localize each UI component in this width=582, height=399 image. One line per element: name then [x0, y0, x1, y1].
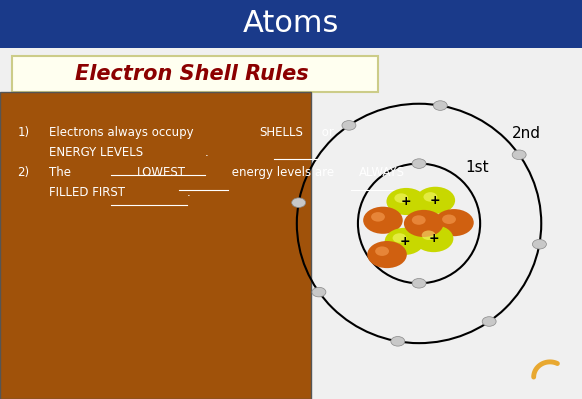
Text: The: The: [49, 166, 75, 179]
Circle shape: [393, 233, 406, 243]
Text: LOWEST: LOWEST: [137, 166, 186, 179]
Text: +: +: [399, 235, 410, 248]
Circle shape: [391, 336, 405, 346]
Circle shape: [416, 187, 455, 214]
Circle shape: [385, 228, 424, 255]
Text: Atoms: Atoms: [243, 10, 339, 38]
Text: ENERGY LEVELS: ENERGY LEVELS: [49, 146, 144, 159]
Text: energy levels are: energy levels are: [228, 166, 338, 179]
Text: 2): 2): [17, 166, 30, 179]
Text: Electrons always occupy: Electrons always occupy: [49, 126, 198, 139]
Circle shape: [367, 241, 407, 268]
Text: Electron Shell Rules: Electron Shell Rules: [75, 64, 309, 84]
Text: or: or: [318, 126, 333, 139]
Bar: [12, 56, 378, 92]
Circle shape: [422, 231, 435, 240]
Text: .: .: [205, 146, 209, 159]
Circle shape: [412, 279, 426, 288]
Text: 2nd: 2nd: [512, 126, 541, 141]
Circle shape: [342, 120, 356, 130]
Circle shape: [512, 150, 526, 160]
Circle shape: [363, 207, 403, 234]
Circle shape: [442, 215, 456, 224]
Circle shape: [404, 210, 443, 237]
Circle shape: [533, 239, 546, 249]
Circle shape: [292, 198, 306, 207]
Circle shape: [412, 159, 426, 168]
Bar: [0, 0, 582, 48]
Text: FILLED FIRST: FILLED FIRST: [49, 186, 126, 199]
Circle shape: [482, 317, 496, 326]
Circle shape: [375, 247, 389, 256]
Bar: [0, 92, 311, 399]
Text: ALWAYS: ALWAYS: [359, 166, 405, 179]
Circle shape: [433, 101, 447, 111]
Text: 1st: 1st: [466, 160, 489, 175]
Circle shape: [312, 287, 326, 297]
Text: +: +: [401, 195, 411, 208]
Text: +: +: [428, 232, 439, 245]
Circle shape: [414, 225, 453, 252]
Circle shape: [395, 194, 408, 203]
Circle shape: [371, 212, 385, 221]
Text: +: +: [430, 194, 441, 207]
Text: SHELLS: SHELLS: [260, 126, 303, 139]
Text: .: .: [187, 186, 191, 199]
Circle shape: [434, 209, 474, 236]
Text: 1): 1): [17, 126, 30, 139]
Circle shape: [386, 188, 426, 215]
Circle shape: [424, 192, 437, 201]
Circle shape: [412, 215, 425, 225]
